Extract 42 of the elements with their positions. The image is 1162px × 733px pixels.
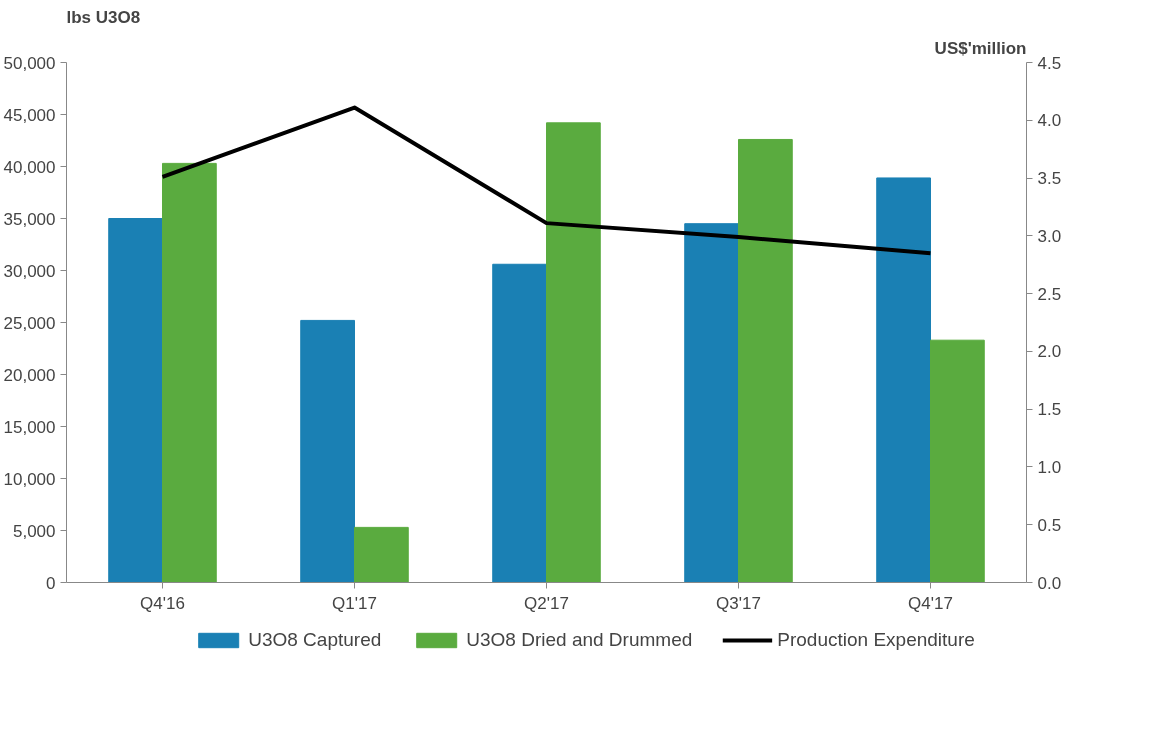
bar	[738, 138, 793, 583]
y2-tick-label: 0.5	[1037, 515, 1062, 535]
y2-tick-label: 0.0	[1037, 573, 1062, 593]
y2-tick-label: 3.0	[1037, 226, 1062, 246]
line-series	[160, 105, 933, 256]
bar	[108, 218, 163, 583]
bar	[300, 319, 355, 583]
y2-tick-label: 2.0	[1037, 342, 1062, 362]
x-tick-label: Q4'17	[908, 593, 953, 613]
bar	[930, 339, 985, 583]
y-tick-label: 10,000	[3, 469, 56, 489]
bar	[492, 263, 547, 583]
y2-tick-label: 2.5	[1037, 284, 1062, 304]
x-tick-label: Q1'17	[332, 593, 377, 613]
y-tick-label: 45,000	[3, 105, 56, 125]
bar	[684, 223, 739, 583]
bar	[876, 177, 931, 583]
y2-tick-label: 1.5	[1037, 400, 1062, 420]
x-tick-label: Q3'17	[716, 593, 761, 613]
y-axis-title: lbs U3O8	[66, 7, 141, 27]
y-tick-label: 15,000	[3, 417, 56, 437]
y-tick-label: 35,000	[3, 209, 56, 229]
legend-label: Production Expenditure	[777, 629, 975, 651]
y2-tick-label: 4.0	[1037, 111, 1062, 131]
legend-label: U3O8 Dried and Drummed	[466, 629, 693, 651]
y-tick-label: 5,000	[12, 521, 56, 541]
y-tick-label: 25,000	[3, 313, 56, 333]
y-tick-label: 50,000	[3, 53, 56, 73]
x-tick-label: Q2'17	[524, 593, 569, 613]
y-tick-label: 40,000	[3, 157, 56, 177]
y2-axis-title: US$'million	[934, 38, 1027, 58]
y-tick-label: 20,000	[3, 365, 56, 385]
y-tick-label: 0	[46, 573, 56, 593]
y-tick-label: 30,000	[3, 261, 56, 281]
bar	[162, 162, 217, 583]
legend-label: U3O8 Captured	[248, 629, 382, 651]
y2-tick-label: 4.5	[1037, 53, 1062, 73]
y2-tick-label: 3.5	[1037, 169, 1062, 189]
y2-tick-label: 1.0	[1037, 457, 1062, 477]
bar	[546, 122, 601, 583]
x-tick-label: Q4'16	[140, 593, 185, 613]
bar	[354, 526, 409, 583]
